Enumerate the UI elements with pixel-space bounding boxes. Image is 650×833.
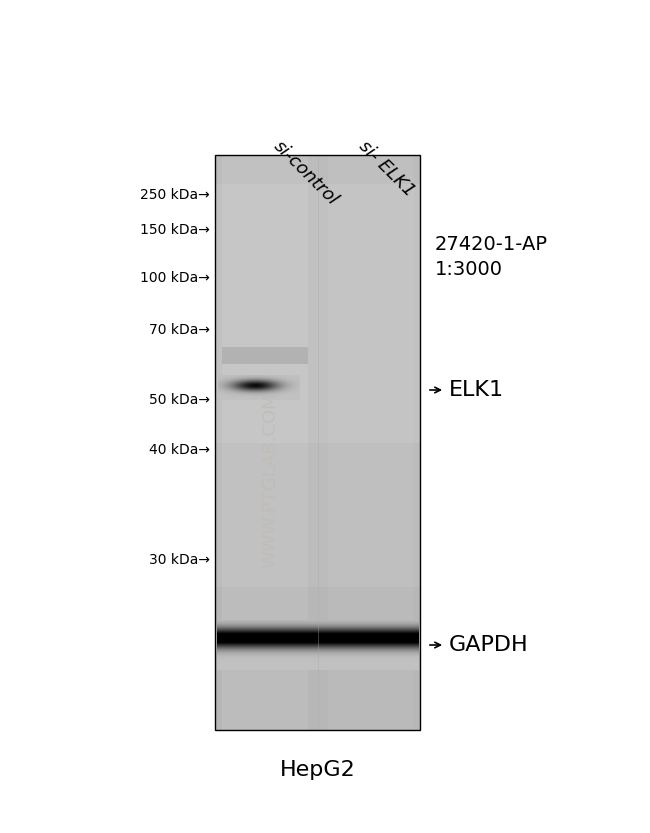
Text: WWW.PTGLAB.COM: WWW.PTGLAB.COM bbox=[261, 392, 279, 568]
Bar bbox=[215, 155, 420, 730]
Text: si- ELK1: si- ELK1 bbox=[355, 137, 418, 201]
Text: HepG2: HepG2 bbox=[280, 760, 356, 780]
Text: 40 kDa→: 40 kDa→ bbox=[149, 443, 210, 457]
Text: 250 kDa→: 250 kDa→ bbox=[140, 188, 210, 202]
Text: 150 kDa→: 150 kDa→ bbox=[140, 223, 210, 237]
Text: 100 kDa→: 100 kDa→ bbox=[140, 271, 210, 285]
Text: 50 kDa→: 50 kDa→ bbox=[149, 393, 210, 407]
Text: 70 kDa→: 70 kDa→ bbox=[149, 323, 210, 337]
Text: ELK1: ELK1 bbox=[449, 380, 504, 400]
Text: si-control: si-control bbox=[270, 137, 342, 209]
Text: 27420-1-AP
1:3000: 27420-1-AP 1:3000 bbox=[435, 235, 548, 279]
Text: GAPDH: GAPDH bbox=[449, 635, 528, 655]
Text: 30 kDa→: 30 kDa→ bbox=[149, 553, 210, 567]
